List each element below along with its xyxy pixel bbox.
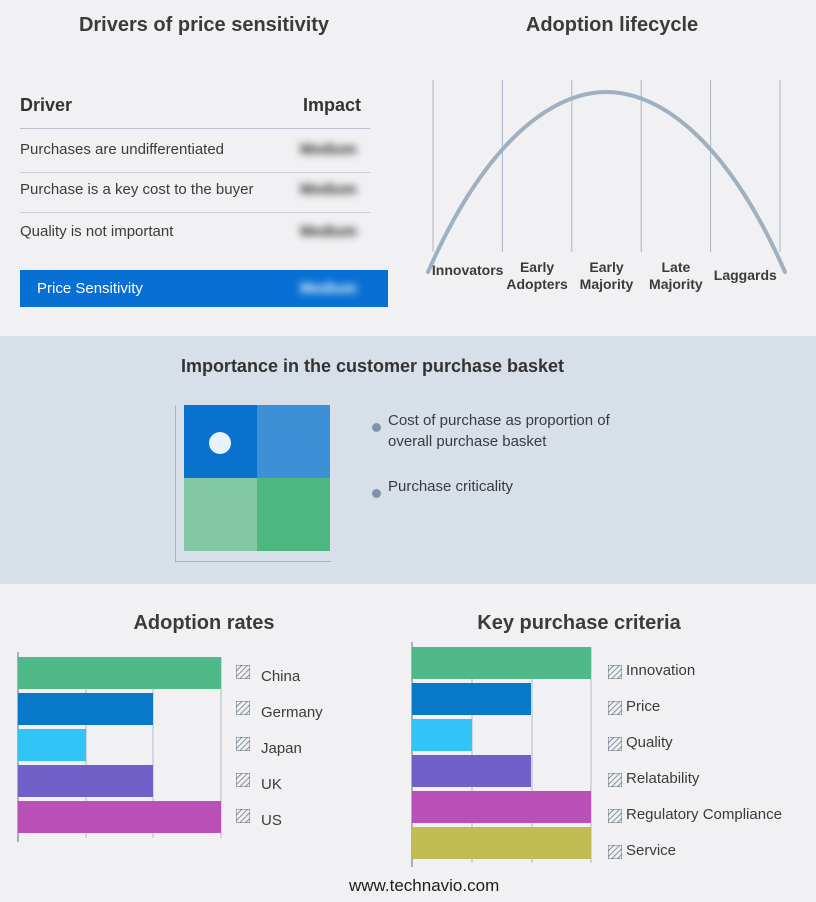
svg-text:Majority: Majority	[580, 276, 634, 292]
svg-text:Early: Early	[589, 259, 623, 275]
svg-text:Laggards: Laggards	[714, 267, 777, 283]
svg-text:Early: Early	[520, 259, 554, 275]
svg-text:Innovators: Innovators	[432, 262, 504, 278]
svg-text:Adopters: Adopters	[506, 276, 568, 292]
svg-text:Late: Late	[662, 259, 691, 275]
svg-text:Majority: Majority	[649, 276, 703, 292]
